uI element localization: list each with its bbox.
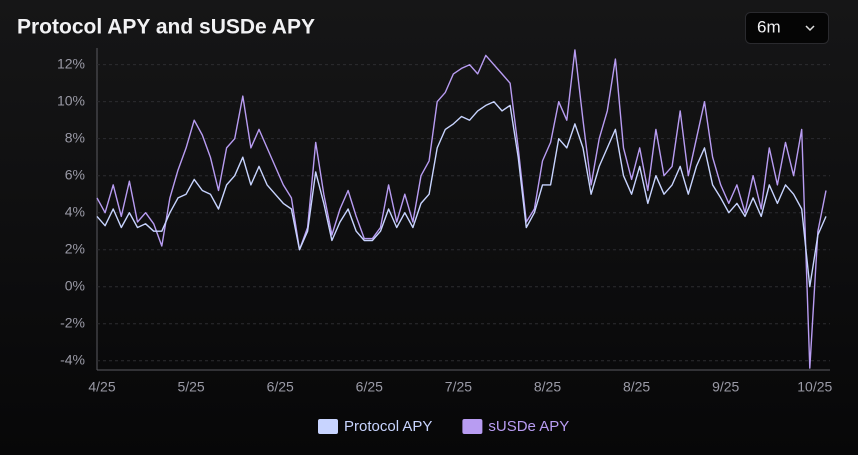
y-tick-label: -2% [60, 314, 85, 330]
x-tick-label: 8/25 [623, 379, 650, 395]
legend-item[interactable]: sUSDe APY [462, 418, 569, 435]
y-tick-label: 8% [65, 129, 85, 145]
y-tick-label: 2% [65, 240, 85, 256]
range-label[interactable]: 6m [757, 17, 781, 36]
x-tick-label: 8/25 [534, 379, 561, 395]
x-tick-label: 5/25 [177, 379, 204, 395]
legend-label: sUSDe APY [488, 418, 569, 435]
legend-item[interactable]: Protocol APY [318, 418, 432, 435]
x-tick-label: 6/25 [356, 379, 383, 395]
legend-swatch [318, 419, 338, 434]
y-tick-label: -4% [60, 351, 85, 367]
y-tick-label: 0% [65, 277, 85, 293]
range-selector[interactable] [745, 12, 829, 44]
y-tick-label: 10% [57, 92, 85, 108]
series-line [96, 49, 827, 369]
y-tick-label: 6% [65, 166, 85, 182]
y-tick-label: 12% [57, 55, 85, 71]
series-line [96, 101, 827, 288]
x-tick-label: 7/25 [445, 379, 472, 395]
x-tick-label: 9/25 [712, 379, 739, 395]
y-tick-label: 4% [65, 203, 85, 219]
x-tick-label: 4/25 [88, 379, 115, 395]
x-tick-label: 6/25 [267, 379, 294, 395]
x-tick-label: 10/25 [797, 379, 832, 395]
legend-swatch [462, 419, 483, 434]
chevron [805, 25, 815, 32]
legend-label: Protocol APY [344, 418, 432, 435]
chart-title: Protocol APY and sUSDe APY [17, 16, 315, 39]
legend: Protocol APY sUSDe APY [318, 418, 569, 435]
